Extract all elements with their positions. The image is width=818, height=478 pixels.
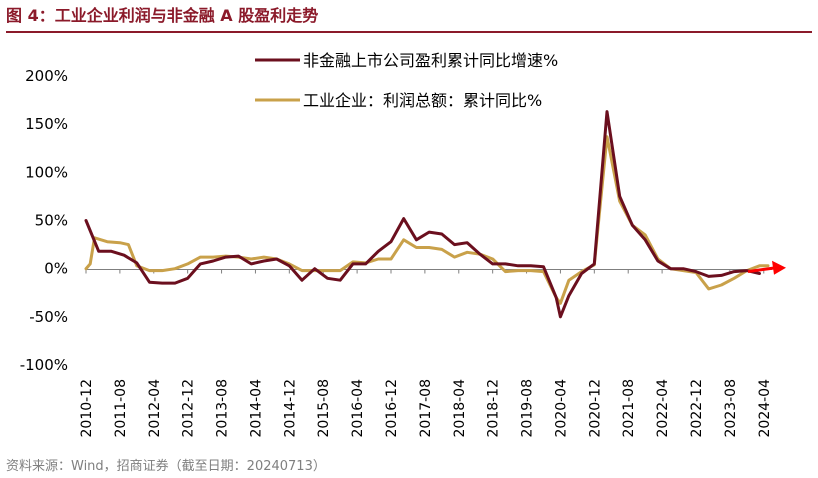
legend-label: 非金融上市公司盈利累计同比增速%: [303, 51, 558, 70]
chart-axes: 200% 150% 100% 50% 0% -50% -100% 2010-12 2011-08…: [20, 67, 773, 438]
x-tick-label: 2021-08: [621, 379, 637, 438]
x-tick-label: 2014-04: [248, 379, 264, 438]
x-tick-label: 2010-12: [79, 379, 95, 438]
x-tick-label: 2022-04: [655, 379, 671, 438]
x-tick-label: 2020-04: [553, 379, 569, 438]
y-tick-label: 50%: [35, 212, 68, 230]
x-tick-label: 2019-08: [520, 379, 536, 438]
x-tick-label: 2024-04: [757, 379, 773, 438]
y-tick-label: -50%: [29, 308, 68, 326]
figure-title: 图 4：工业企业利润与非金融 A 股盈利走势: [6, 6, 319, 25]
x-tick-label: 2018-04: [452, 379, 468, 438]
line-chart: 200% 150% 100% 50% 0% -50% -100% 2010-12 2011-08…: [20, 51, 786, 438]
y-tick-label: 0%: [44, 260, 68, 278]
trend-arrow-shaft: [747, 266, 777, 274]
trend-arrow-head: [772, 260, 786, 275]
series-line: [84, 110, 761, 319]
x-tick-label: 2023-08: [723, 379, 739, 438]
y-tick-label: 100%: [25, 163, 68, 181]
source-note: 资料来源：Wind，招商证券（截至日期：20240713）: [6, 459, 326, 474]
x-tick-label: 2011-08: [113, 379, 129, 438]
x-tick-label: 2014-12: [282, 379, 298, 438]
title-underline: [6, 31, 812, 33]
series-line: [84, 135, 770, 305]
x-tick-label: 2016-12: [384, 379, 400, 438]
x-tick-label: 2018-12: [486, 379, 502, 438]
chart-series: [84, 110, 786, 319]
x-tick-label: 2020-12: [587, 379, 603, 438]
x-tick-label: 2022-12: [689, 379, 705, 438]
chart-legend: 非金融上市公司盈利累计同比增速% 工业企业：利润总额：累计同比%: [255, 51, 558, 110]
y-tick-label: 150%: [25, 115, 68, 133]
x-tick-label: 2012-04: [147, 379, 163, 438]
x-tick-label: 2017-08: [418, 379, 434, 438]
legend-label: 工业企业：利润总额：累计同比%: [303, 91, 542, 110]
y-tick-label: -100%: [20, 356, 68, 374]
x-tick-label: 2013-08: [215, 379, 231, 438]
x-tick-label: 2016-04: [350, 379, 366, 438]
x-tick-label: 2015-08: [316, 379, 332, 438]
y-tick-label: 200%: [25, 67, 68, 85]
x-tick-label: 2012-12: [181, 379, 197, 438]
